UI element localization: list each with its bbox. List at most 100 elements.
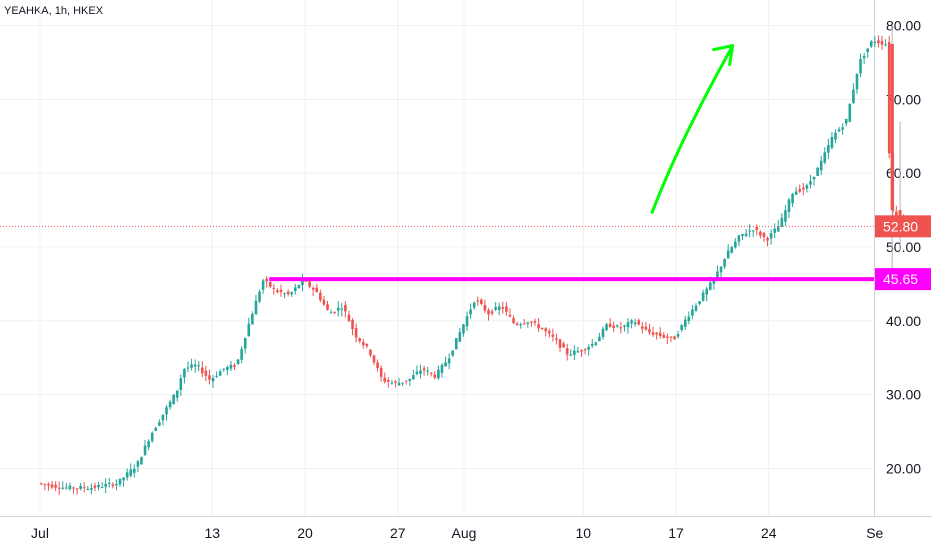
candle-body — [773, 228, 776, 233]
candle-body — [626, 322, 630, 328]
candle-body — [701, 292, 705, 301]
candle-body — [93, 485, 97, 488]
y-tick-label: 70.00 — [886, 91, 921, 107]
candle-body — [730, 247, 734, 253]
candle-body — [104, 484, 107, 487]
candle-body — [687, 316, 691, 321]
candle-body — [183, 368, 186, 378]
candle-body — [140, 457, 143, 465]
candle-body — [229, 364, 233, 369]
candle-body — [605, 324, 608, 331]
candle-body — [236, 359, 240, 364]
candle-body — [644, 326, 648, 330]
candle-body — [458, 332, 462, 342]
candle-body — [551, 334, 555, 337]
symbol-label: YEAHKA, 1h, HKEX — [4, 5, 104, 17]
y-tick-label: 40.00 — [886, 313, 921, 329]
candle-body — [57, 487, 61, 489]
candle-body — [608, 323, 612, 328]
candle-body — [172, 394, 175, 405]
candle-body — [211, 377, 215, 382]
candle-body — [651, 332, 655, 335]
candle-body — [222, 368, 226, 370]
y-tick-label: 80.00 — [886, 18, 921, 34]
candle-body — [65, 487, 68, 489]
candle-body — [519, 324, 522, 326]
candle-body — [512, 318, 515, 324]
y-tick-label: 20.00 — [886, 461, 921, 477]
candle-body — [762, 232, 766, 238]
candle-body — [301, 278, 304, 286]
candle-body — [830, 136, 834, 148]
candle-body — [204, 370, 208, 376]
candle-body — [190, 364, 193, 368]
candle-body — [243, 337, 247, 349]
candle-body — [583, 349, 587, 351]
candle-body — [769, 233, 773, 239]
candle-body — [887, 42, 891, 154]
candle-body — [258, 291, 261, 302]
candle-body — [408, 378, 412, 381]
candle-body — [683, 319, 687, 327]
candle-body — [336, 307, 340, 311]
candle-body — [404, 380, 408, 382]
candle-body — [726, 250, 730, 259]
candle-body — [884, 44, 887, 46]
candle-body — [143, 445, 147, 455]
candle-body — [612, 325, 615, 328]
candle-body — [268, 281, 272, 287]
candle-body — [97, 484, 100, 488]
candle-body — [397, 382, 401, 386]
candle-body — [100, 486, 104, 488]
projection-arrow[interactable] — [650, 46, 734, 214]
candle-body — [272, 287, 276, 289]
candle-body — [333, 311, 336, 313]
candle-body — [658, 332, 662, 336]
candle-body — [279, 289, 283, 293]
candle-body — [200, 367, 204, 374]
candle-body — [251, 313, 254, 325]
candle-body — [422, 368, 426, 371]
candle-body — [79, 485, 82, 489]
candle-body — [351, 319, 354, 330]
candle-body — [615, 325, 619, 327]
candle-body — [107, 482, 111, 484]
candle-body — [175, 390, 179, 398]
candle-body — [133, 468, 136, 473]
candle-body — [265, 278, 268, 282]
y-tick-label: 60.00 — [886, 165, 921, 181]
candle-body — [537, 324, 540, 329]
candle-body — [283, 293, 286, 295]
candle-body — [383, 377, 387, 382]
candle-body — [186, 367, 190, 369]
candle-body — [387, 380, 390, 382]
candle-body — [787, 199, 791, 212]
candle-body — [90, 487, 93, 490]
candle-body — [802, 187, 805, 190]
candle-body — [555, 338, 558, 340]
candle-body — [75, 488, 79, 490]
candle-body — [193, 364, 197, 367]
candle-body — [494, 307, 497, 310]
candle-body — [669, 336, 673, 338]
candle-body — [136, 461, 140, 467]
candle-body — [623, 325, 626, 327]
candle-body — [197, 365, 201, 367]
candle-body — [823, 152, 827, 163]
candle-body — [419, 370, 422, 374]
candle-body — [372, 355, 376, 363]
candle-body — [61, 487, 65, 489]
candle-body — [415, 371, 419, 374]
candle-body — [344, 304, 347, 312]
candle-body — [429, 372, 433, 374]
candle-body — [315, 287, 319, 293]
candle-body — [590, 344, 594, 346]
x-tick-label: 13 — [204, 525, 220, 541]
candle-body — [329, 312, 333, 314]
last-price-tag — [875, 215, 931, 238]
candle-body — [751, 230, 755, 232]
candle-body — [798, 189, 802, 192]
candle-body — [819, 160, 823, 171]
y-tick-label: 30.00 — [886, 387, 921, 403]
